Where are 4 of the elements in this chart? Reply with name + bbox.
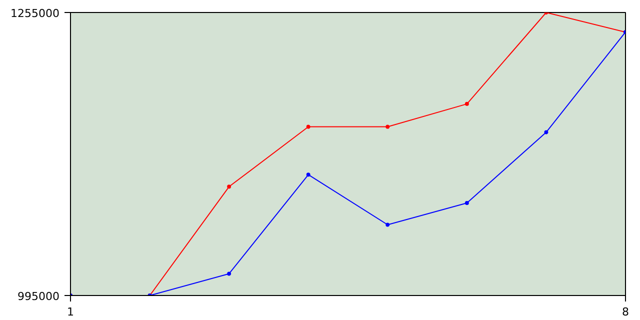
x-tick-label: 1 bbox=[67, 306, 74, 318]
y-tick-label: 1255000 bbox=[10, 7, 60, 20]
y-tick-label: 995000 bbox=[18, 290, 60, 303]
x-tick-label: 8 bbox=[622, 306, 629, 318]
